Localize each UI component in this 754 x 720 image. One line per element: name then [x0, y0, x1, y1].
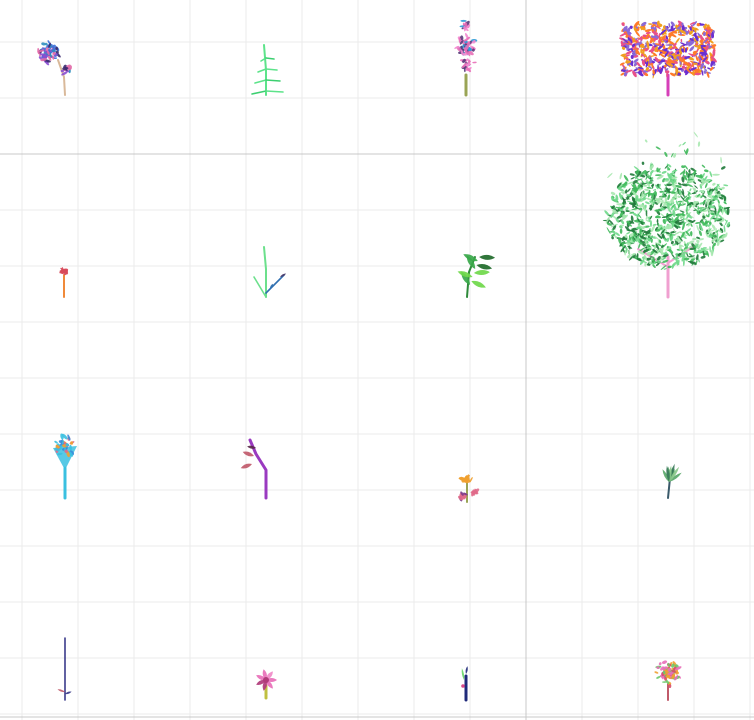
plant-10-bent-stem — [240, 438, 268, 500]
plant-5-bud — [59, 267, 69, 298]
plant-specimens — [37, 19, 731, 702]
plant-1-flower-cluster — [37, 40, 72, 96]
plant-7-leafy-stem — [457, 254, 496, 298]
plant-13-thin-stalk — [57, 637, 72, 701]
plant-8-tree — [602, 131, 731, 299]
plant-16-flower-clump — [654, 660, 682, 701]
plant-3-flower-spike — [454, 19, 478, 97]
plant-12-leaf-tuft — [662, 463, 682, 499]
plant-14-rosette-bloom — [256, 669, 277, 700]
plant-11-small-flower — [457, 474, 480, 503]
plant-9-funnel-bloom — [53, 433, 77, 500]
plant-2-fern-sprig — [251, 44, 284, 96]
plant-15-narrow-shoot — [461, 666, 468, 702]
plant-6-forked-sprig — [253, 246, 287, 298]
plant-4-dense-bush — [619, 20, 717, 97]
